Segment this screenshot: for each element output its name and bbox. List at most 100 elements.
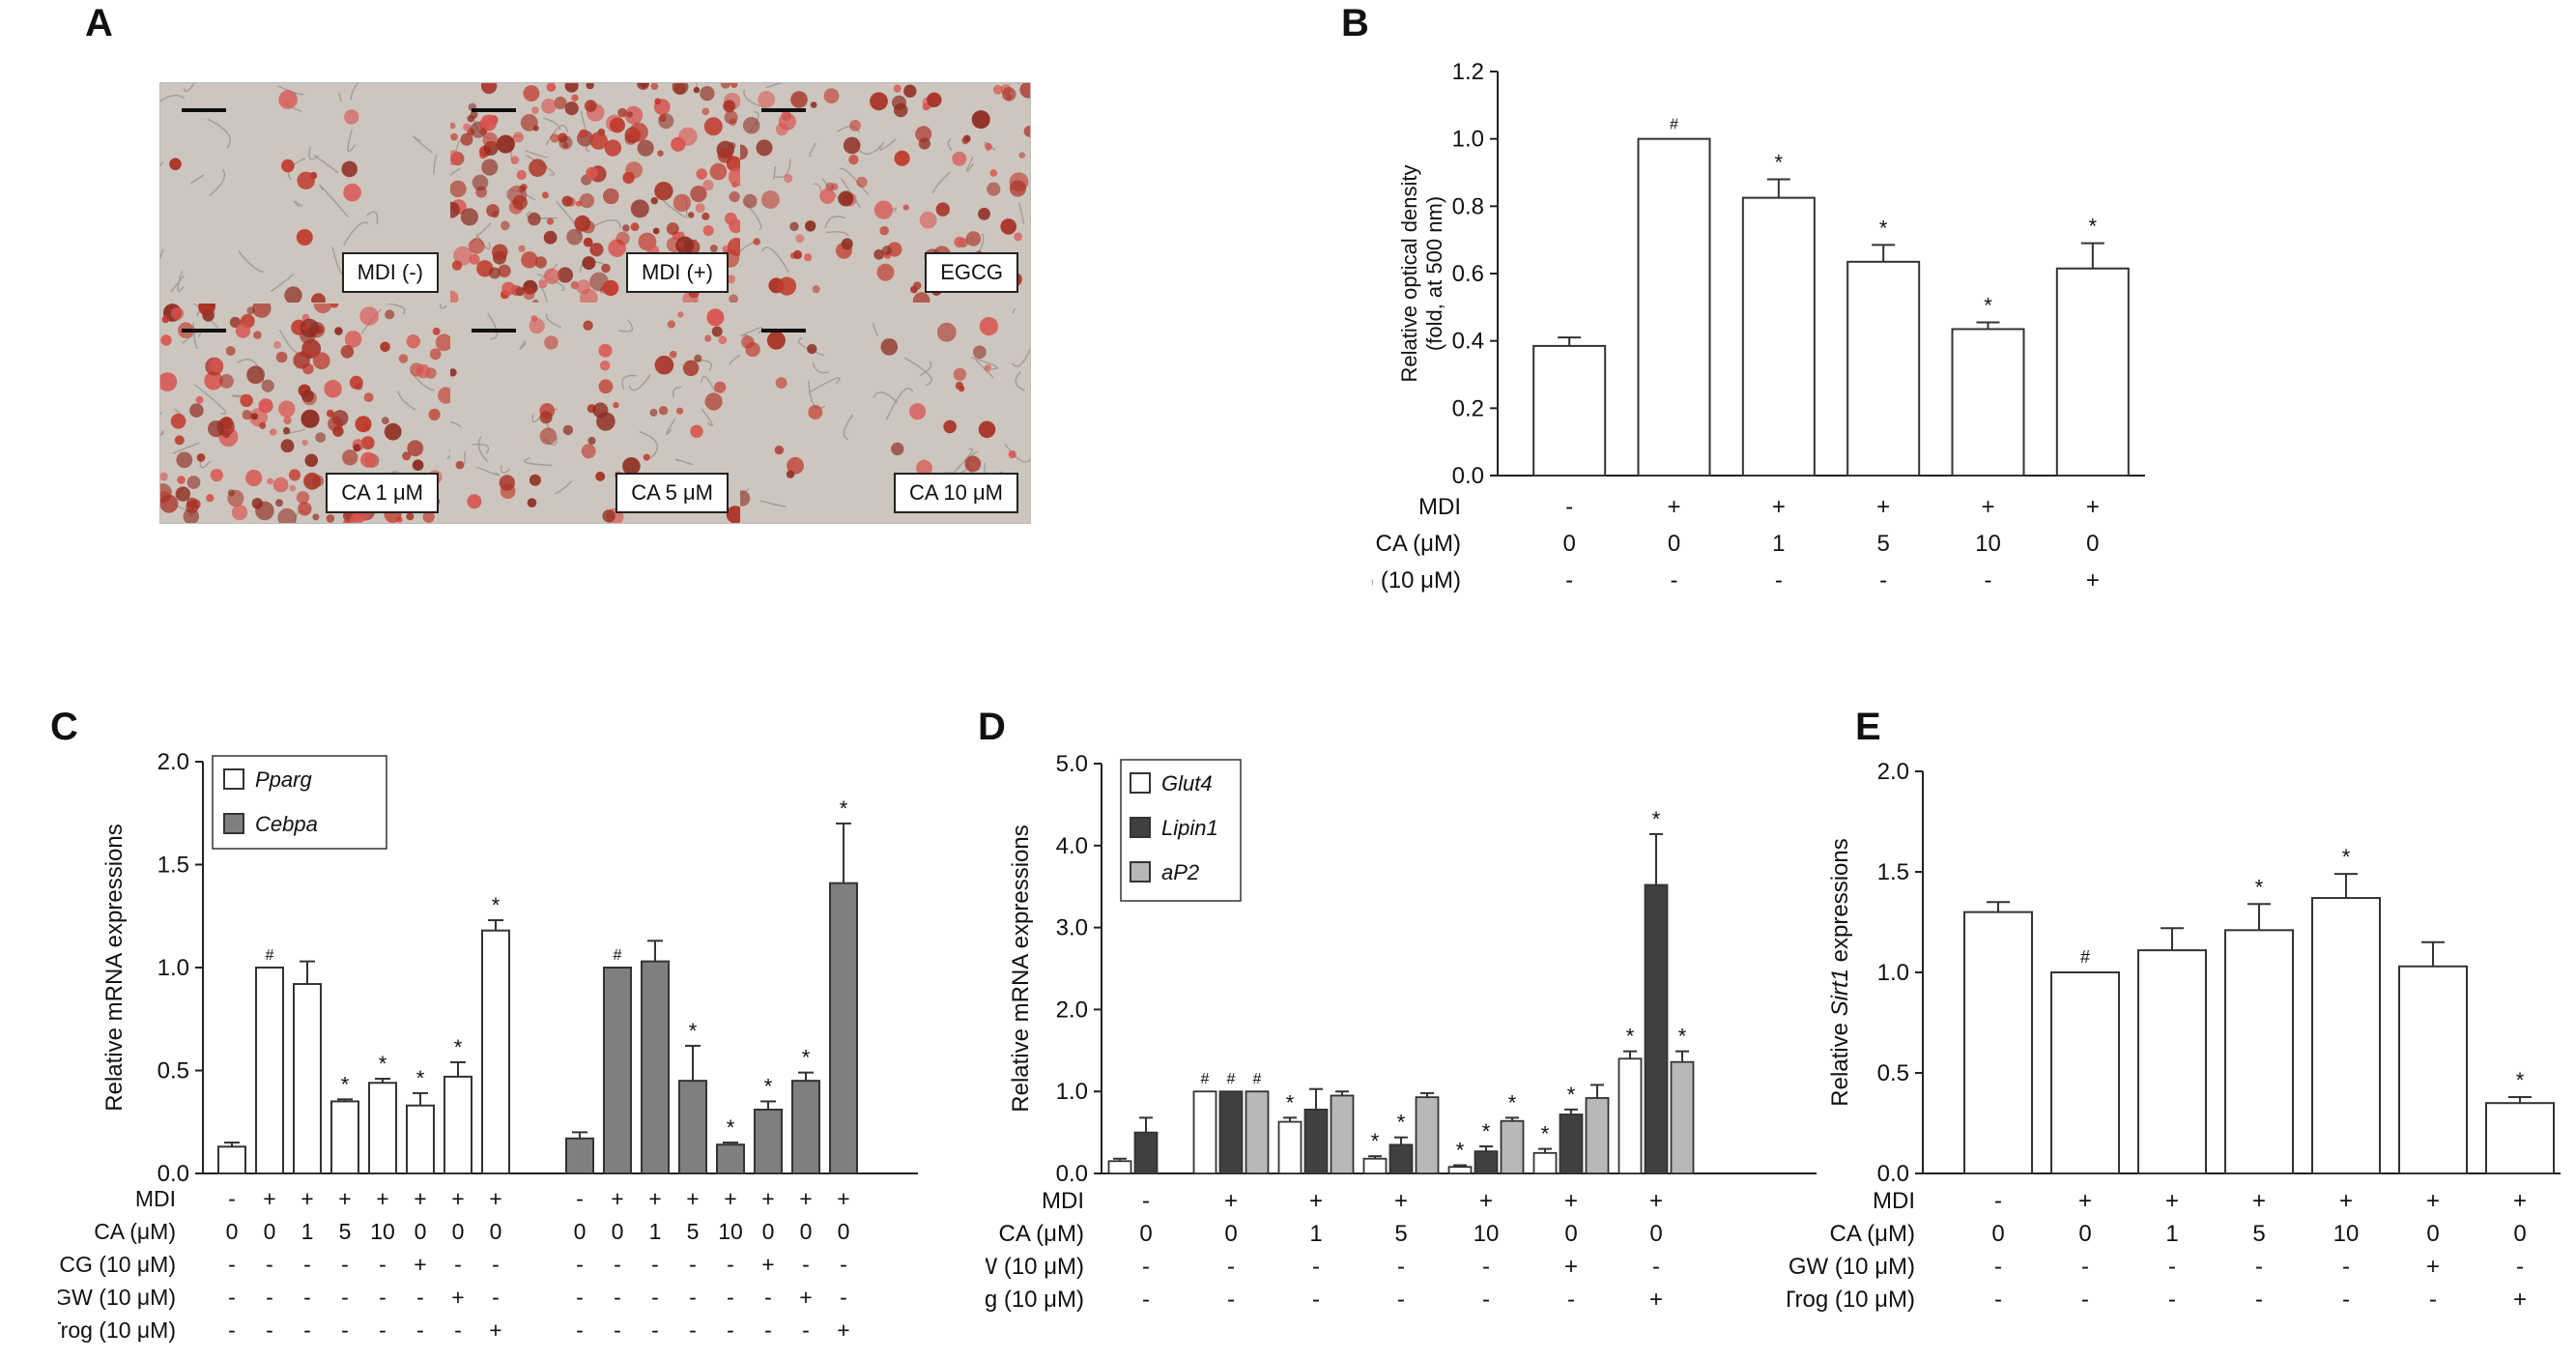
condition-value: + bbox=[1564, 1188, 1578, 1214]
lipid-droplet bbox=[343, 518, 352, 523]
condition-value: 5 bbox=[1394, 1221, 1407, 1247]
lipid-droplet bbox=[592, 402, 609, 419]
micrograph-label: MDI (-) bbox=[341, 252, 439, 293]
condition-value: - bbox=[1397, 1287, 1405, 1313]
lipid-droplet bbox=[532, 299, 539, 303]
lipid-droplet bbox=[630, 222, 640, 232]
condition-value: 1 bbox=[1772, 531, 1785, 557]
lipid-droplet bbox=[312, 513, 320, 521]
bar bbox=[1107, 1160, 1132, 1174]
significance-mark: # bbox=[1201, 1071, 1210, 1087]
bar bbox=[2398, 965, 2468, 1174]
bar bbox=[406, 1104, 435, 1174]
lipid-droplet bbox=[304, 453, 319, 468]
lipid-droplet bbox=[507, 185, 528, 205]
lipid-droplet bbox=[296, 491, 310, 505]
y-axis-title-line: Relative optical density bbox=[1397, 164, 1421, 382]
lipid-droplet bbox=[804, 253, 813, 262]
condition-value: + bbox=[1667, 494, 1680, 520]
lipid-droplet bbox=[499, 475, 515, 491]
bar bbox=[2311, 897, 2381, 1174]
cell-fiber bbox=[472, 443, 490, 454]
significance-mark: * bbox=[341, 1072, 350, 1096]
cell-fiber bbox=[536, 273, 565, 292]
condition-value: - bbox=[2429, 1287, 2437, 1313]
lipid-droplet bbox=[972, 345, 987, 360]
cell-fiber bbox=[672, 386, 682, 398]
lipid-droplet bbox=[539, 411, 553, 424]
significance-mark: * bbox=[416, 1066, 425, 1090]
lipid-droplet bbox=[726, 506, 740, 523]
lipid-droplet bbox=[696, 168, 707, 180]
lipid-droplet bbox=[808, 405, 823, 420]
chart-e: 0.0 0.5 1.0 1.5 2.0 # * * * MDI - + + + + + + CA (μM) 0 0 1 5… bbox=[1788, 759, 2561, 1313]
y-axis-title: Relative optical density(fold, at 500 nm… bbox=[1397, 164, 1446, 382]
lipid-droplet bbox=[415, 363, 431, 379]
lipid-droplet bbox=[690, 186, 707, 203]
lipid-droplet bbox=[541, 191, 549, 199]
cell-fiber bbox=[554, 480, 573, 495]
lipid-droplet bbox=[297, 171, 315, 189]
condition-value: - bbox=[2168, 1287, 2176, 1313]
significance-mark: * bbox=[1879, 216, 1888, 240]
chart-d: 0.0 1.0 2.0 3.0 4.0 5.0 # * * * * * # * * * * # * * MDI - + + + +… bbox=[986, 751, 1817, 1313]
condition-value: - bbox=[689, 1285, 697, 1310]
lipid-droplet bbox=[903, 84, 917, 98]
significance-mark: * bbox=[2342, 845, 2351, 869]
lipid-droplet bbox=[843, 136, 861, 155]
condition-value: - bbox=[689, 1252, 697, 1277]
lipid-droplet bbox=[562, 424, 574, 436]
cell-fiber bbox=[475, 233, 491, 250]
micrograph-texture bbox=[450, 308, 740, 523]
lipid-droplet bbox=[538, 279, 548, 289]
lipid-droplet bbox=[677, 311, 684, 318]
lipid-droplet bbox=[650, 83, 659, 91]
lipid-droplet bbox=[657, 150, 664, 157]
lipid-droplet bbox=[293, 352, 310, 369]
lipid-droplet bbox=[695, 203, 705, 214]
lipid-droplet bbox=[916, 459, 932, 477]
lipid-droplet bbox=[311, 293, 326, 303]
cell-fiber bbox=[931, 171, 951, 194]
micrograph-label: CA 1 μM bbox=[326, 473, 439, 513]
condition-label: GW (10 μM) bbox=[986, 1254, 1084, 1280]
condition-value: - bbox=[266, 1252, 273, 1277]
significance-mark: * bbox=[764, 1074, 773, 1098]
condition-value: + bbox=[2426, 1254, 2440, 1280]
lipid-droplet bbox=[650, 197, 658, 205]
lipid-droplet bbox=[530, 315, 538, 322]
bar bbox=[1617, 1057, 1643, 1174]
lipid-droplet bbox=[544, 335, 558, 350]
lipid-droplet bbox=[602, 279, 619, 297]
significance-mark: # bbox=[1670, 117, 1678, 133]
condition-value: 5 bbox=[2252, 1221, 2265, 1247]
cell-fiber bbox=[160, 412, 162, 415]
lipid-droplet bbox=[985, 142, 992, 151]
panel-label-e: E bbox=[1855, 706, 1881, 748]
lipid-droplet bbox=[160, 334, 172, 346]
lipid-droplet bbox=[760, 190, 780, 209]
bar bbox=[1585, 1097, 1610, 1174]
cell-fiber bbox=[947, 137, 953, 152]
condition-value: + bbox=[263, 1186, 275, 1211]
micrograph-tile: MDI (-) bbox=[160, 83, 450, 303]
lipid-droplet bbox=[355, 382, 363, 391]
bar bbox=[330, 1100, 359, 1175]
lipid-droplet bbox=[675, 236, 695, 255]
lipid-droplet bbox=[693, 86, 701, 94]
condition-value: + bbox=[376, 1186, 388, 1211]
condition-label: CA (μM) bbox=[94, 1219, 176, 1244]
y-axis-title-line: (fold, at 500 nm) bbox=[1422, 196, 1446, 351]
condition-value: + bbox=[1479, 1188, 1493, 1214]
condition-value: - bbox=[1312, 1287, 1320, 1313]
legend-label: aP2 bbox=[1161, 860, 1199, 884]
condition-value: - bbox=[576, 1186, 584, 1211]
lipid-droplet bbox=[961, 136, 969, 145]
significance-mark: * bbox=[1678, 1025, 1687, 1049]
lipid-droplet bbox=[919, 211, 937, 229]
panel-label-a: A bbox=[85, 2, 113, 44]
significance-mark: * bbox=[1652, 807, 1661, 831]
lipid-droplet bbox=[714, 381, 727, 393]
condition-value: + bbox=[1224, 1188, 1238, 1214]
condition-value: - bbox=[266, 1285, 273, 1310]
